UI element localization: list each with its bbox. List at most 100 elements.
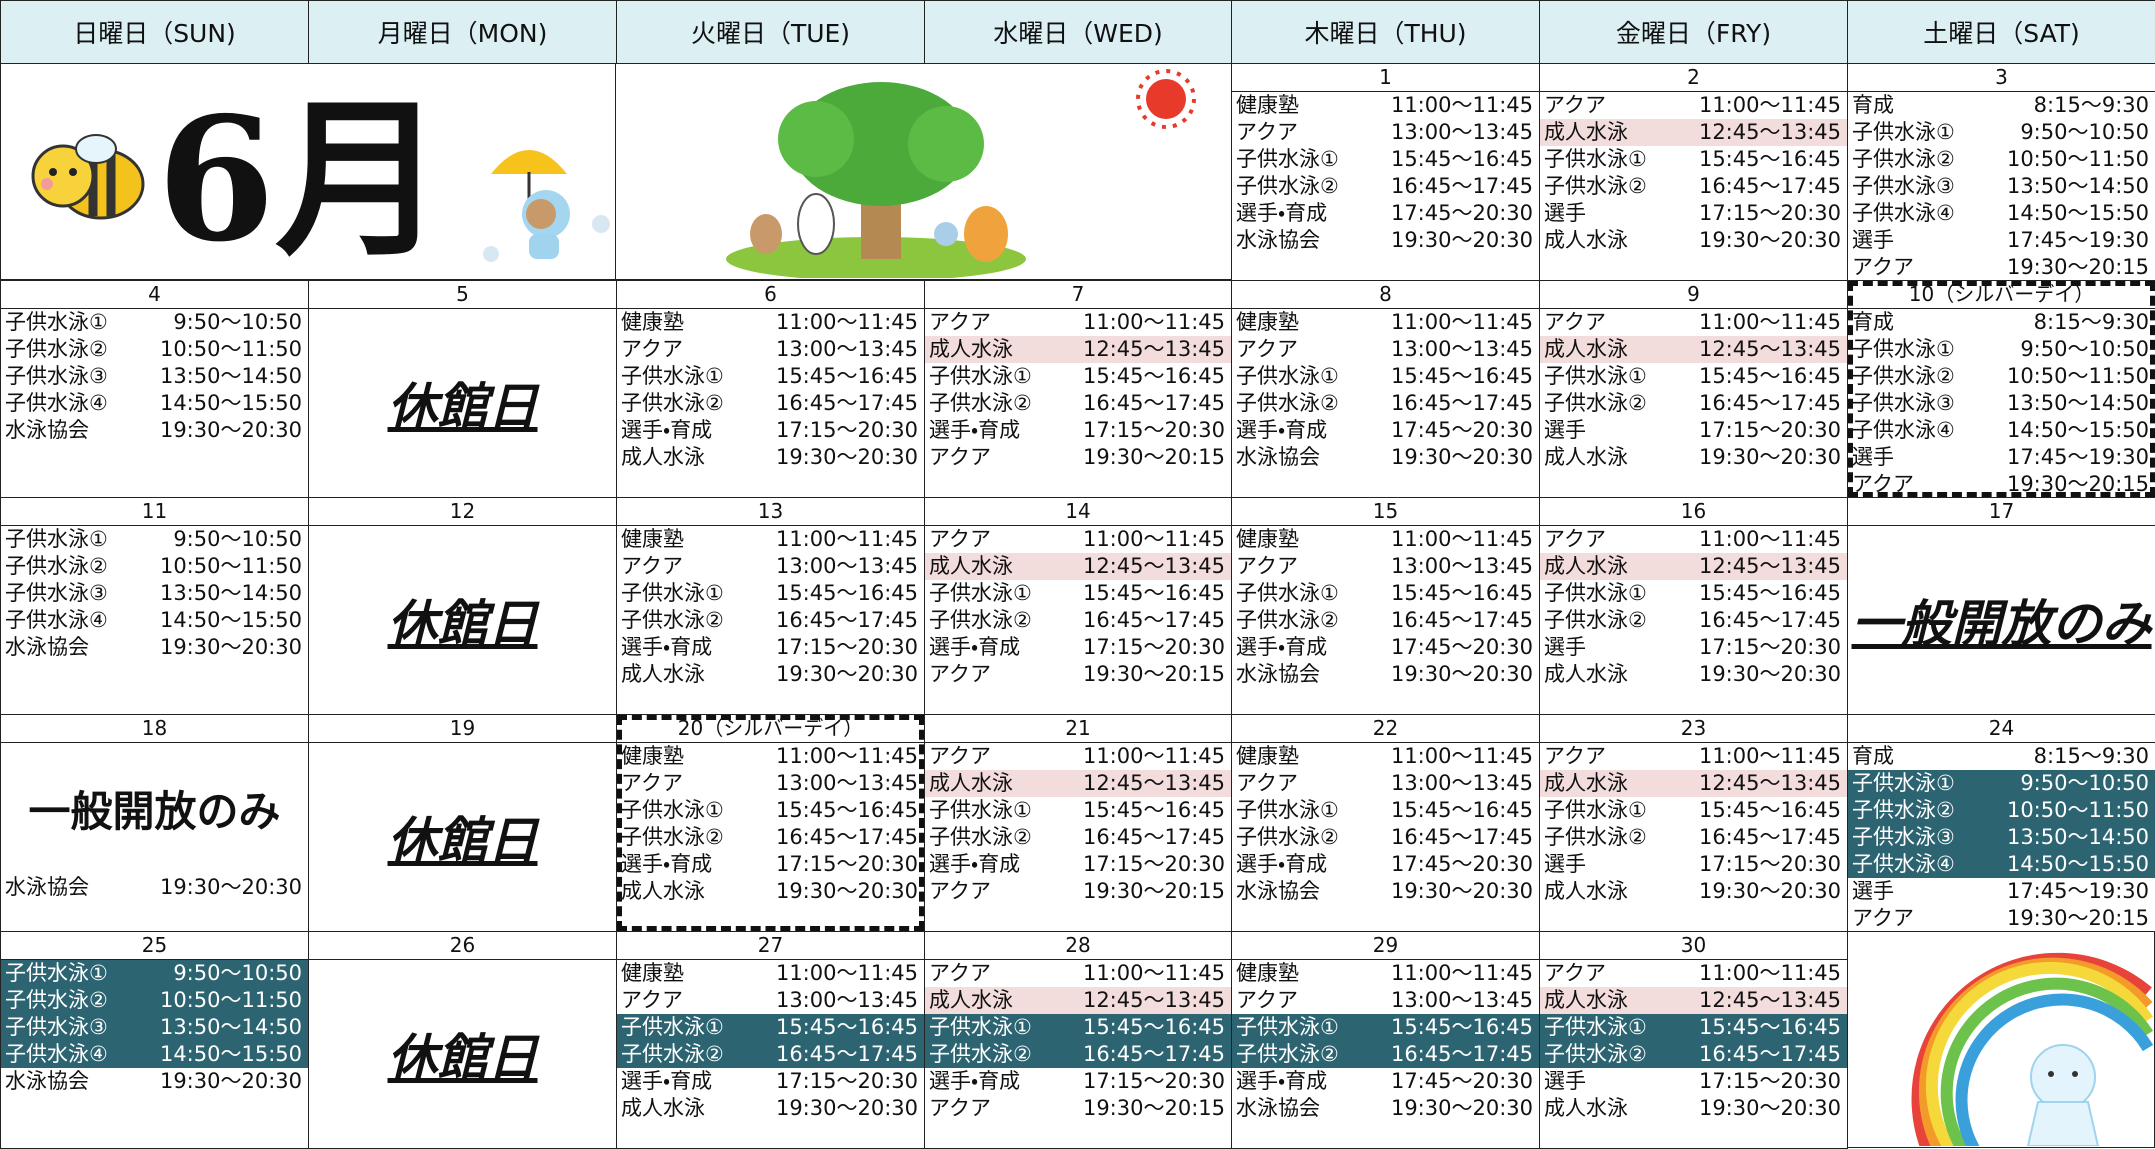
class-name: 成人水泳 <box>929 554 1013 578</box>
rainbow-cell <box>1847 931 2155 1148</box>
class-time: 19:30～20:30 <box>1698 1096 1841 1120</box>
class-name: 成人水泳 <box>1544 554 1628 578</box>
class-name: 子供水泳③ <box>1852 391 1955 415</box>
day-cell: 19 休館日 <box>308 714 617 932</box>
day-body: 健康塾 11:00～11:45 アクア 13:00～13:45 子供水泳① 15:45～1… <box>617 309 924 497</box>
class-time: 14:50～15:50 <box>2006 852 2149 876</box>
bear-umbrella <box>483 150 610 262</box>
class-time: 17:45～20:30 <box>1390 1069 1533 1093</box>
class-name: 成人水泳 <box>1544 445 1628 469</box>
class-time: 19:30～20:30 <box>775 662 918 686</box>
class-time: 17:15～20:30 <box>1082 852 1225 876</box>
schedule-entry: 選手・育成 17:15～20:30 <box>925 851 1231 878</box>
class-name: 選手・育成 <box>1236 418 1328 442</box>
schedule-entry: 子供水泳① 15:45～16:45 <box>617 580 924 607</box>
class-name: 水泳協会 <box>1236 662 1320 686</box>
class-name: 選手・育成 <box>621 635 713 659</box>
schedule-entry: 子供水泳① 15:45～16:45 <box>1232 146 1539 173</box>
day-cell: 12 休館日 <box>308 497 617 715</box>
class-time: 16:45～17:45 <box>1390 825 1533 849</box>
class-name: 成人水泳 <box>1544 1096 1628 1120</box>
class-time: 11:00～11:45 <box>1390 527 1533 551</box>
class-time: 15:45～16:45 <box>1082 364 1225 388</box>
class-name: 子供水泳① <box>621 364 724 388</box>
day-cell: 22 健康塾 11:00～11:45 アクア 13:00～13:45 子供水泳① 15:45… <box>1231 714 1540 932</box>
closed-note: 休館日 <box>387 812 538 870</box>
day-body: アクア 11:00～11:45 成人水泳 12:45～13:45 子供水泳① 15:45～… <box>1540 526 1847 714</box>
day-body: 健康塾 11:00～11:45 アクア 13:00～13:45 子供水泳① 15:45～1… <box>617 526 924 714</box>
schedule-entry: 水泳協会 19:30～20:30 <box>1232 661 1539 688</box>
date-label: 17 <box>1848 498 2155 526</box>
class-time: 19:30～20:30 <box>1390 228 1533 252</box>
class-time: 17:45～19:30 <box>2006 445 2149 469</box>
note-box: 一般開放のみ <box>1 743 308 874</box>
schedule-entry: 子供水泳③ 13:50～14:50 <box>1848 390 2155 417</box>
class-name: 成人水泳 <box>1544 771 1628 795</box>
class-time: 16:45～17:45 <box>775 1042 918 1066</box>
class-time: 12:45～13:45 <box>1082 771 1225 795</box>
class-name: 健康塾 <box>621 310 684 334</box>
class-name: 選手 <box>1544 852 1586 876</box>
class-time: 12:45～13:45 <box>1698 337 1841 361</box>
schedule-entry: 子供水泳① 15:45～16:45 <box>617 363 924 390</box>
class-time: 9:50～10:50 <box>2020 771 2149 795</box>
schedule-entry: 子供水泳① 15:45～16:45 <box>1540 1014 1847 1041</box>
date-label: 1 <box>1232 64 1539 92</box>
class-time: 10:50～11:50 <box>2006 147 2149 171</box>
schedule-entry: 健康塾 11:00～11:45 <box>617 526 924 553</box>
schedule-entry: 選手 17:15～20:30 <box>1540 634 1847 661</box>
schedule-entry: 子供水泳② 16:45～17:45 <box>925 824 1231 851</box>
schedule-entry: アクア 11:00～11:45 <box>1540 743 1847 770</box>
class-name: アクア <box>1236 120 1298 144</box>
day-body: アクア 11:00～11:45 成人水泳 12:45～13:45 子供水泳① 15:45～… <box>1540 309 1847 497</box>
schedule-entry: 子供水泳① 15:45～16:45 <box>925 1014 1231 1041</box>
date-label: 5 <box>309 281 616 309</box>
class-name: 子供水泳① <box>1852 337 1955 361</box>
class-time: 13:00～13:45 <box>1390 120 1533 144</box>
day-header: 木曜日（THU) <box>1231 0 1540 64</box>
schedule-entry: 子供水泳① 15:45～16:45 <box>1540 580 1847 607</box>
class-time: 15:45～16:45 <box>1390 1015 1533 1039</box>
schedule-entry: 成人水泳 12:45～13:45 <box>1540 119 1847 146</box>
class-name: 子供水泳① <box>1544 798 1647 822</box>
class-time: 15:45～16:45 <box>1698 1015 1841 1039</box>
class-time: 16:45～17:45 <box>1082 391 1225 415</box>
class-time: 16:45～17:45 <box>1082 825 1225 849</box>
class-name: 選手・育成 <box>929 418 1021 442</box>
class-time: 16:45～17:45 <box>1082 1042 1225 1066</box>
closed-note: 休館日 <box>387 595 538 653</box>
schedule-entry: 成人水泳 12:45～13:45 <box>925 336 1231 363</box>
schedule-entry: 子供水泳② 10:50～11:50 <box>1 553 308 580</box>
open-note: 一般開放のみ <box>28 787 281 836</box>
class-name: 子供水泳① <box>5 527 108 551</box>
class-name: 子供水泳② <box>929 825 1032 849</box>
schedule-entry: 成人水泳 19:30～20:30 <box>1540 661 1847 688</box>
schedule-entry: 水泳協会 19:30～20:30 <box>1 1068 308 1095</box>
schedule-entry: 成人水泳 19:30～20:30 <box>1540 878 1847 905</box>
class-time: 17:15～20:30 <box>1698 1069 1841 1093</box>
schedule-entry: 子供水泳② 16:45～17:45 <box>617 1041 924 1068</box>
schedule-entry: 子供水泳③ 13:50～14:50 <box>1 1014 308 1041</box>
date-label: 2 <box>1540 64 1847 92</box>
schedule-entry: アクア 11:00～11:45 <box>925 526 1231 553</box>
class-name: アクア <box>1544 310 1606 334</box>
schedule-entry: 健康塾 11:00～11:45 <box>617 960 924 987</box>
day-cell: 2 アクア 11:00～11:45 成人水泳 12:45～13:45 子供水泳① 15:45… <box>1539 63 1848 281</box>
class-name: 子供水泳③ <box>1852 174 1955 198</box>
class-name: 選手・育成 <box>929 852 1021 876</box>
schedule-entry: 健康塾 11:00～11:45 <box>1232 309 1539 336</box>
class-name: アクア <box>621 771 683 795</box>
class-time: 19:30～20:15 <box>1082 1096 1225 1120</box>
class-name: 子供水泳② <box>1236 174 1339 198</box>
schedule-entry: 健康塾 11:00～11:45 <box>1232 92 1539 119</box>
class-time: 17:45～20:30 <box>1390 635 1533 659</box>
schedule-entry: 子供水泳② 16:45～17:45 <box>925 607 1231 634</box>
class-time: 16:45～17:45 <box>1698 825 1841 849</box>
class-time: 17:15～20:30 <box>775 635 918 659</box>
class-name: 成人水泳 <box>621 662 705 686</box>
day-body: 休館日 <box>309 309 616 497</box>
class-name: 子供水泳① <box>621 798 724 822</box>
day-cell: 9 アクア 11:00～11:45 成人水泳 12:45～13:45 子供水泳① 15:45… <box>1539 280 1848 498</box>
class-time: 16:45～17:45 <box>1390 1042 1533 1066</box>
day-body: 一般開放のみ 水泳協会 19:30～20:30 <box>1 743 308 931</box>
